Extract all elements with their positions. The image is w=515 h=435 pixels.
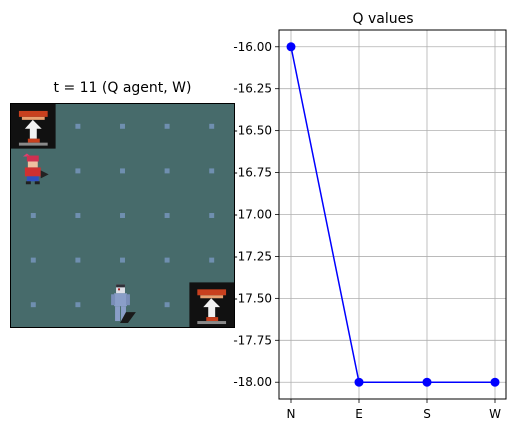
x-tick-label: W bbox=[489, 407, 501, 421]
enemy-figure-icon bbox=[111, 284, 136, 324]
floor-dot bbox=[75, 213, 81, 218]
q-value-point bbox=[286, 42, 296, 52]
q-values-line bbox=[290, 46, 495, 383]
floor-dot bbox=[75, 168, 81, 174]
y-tick-label: -16.50 bbox=[233, 124, 272, 138]
y-tick-label: -16.00 bbox=[233, 40, 272, 54]
grid-title: t = 11 (Q agent, W) bbox=[53, 80, 192, 96]
chart-title: Q values bbox=[352, 11, 413, 27]
x-tick-label: N bbox=[287, 407, 296, 421]
floor-dot bbox=[75, 302, 81, 308]
y-tick-label: -17.75 bbox=[233, 333, 272, 347]
floor-dot bbox=[30, 213, 36, 218]
trophy-stand-icon bbox=[11, 104, 56, 149]
q-value-point bbox=[490, 377, 500, 387]
floor-dot bbox=[120, 257, 125, 263]
x-tick-label: E bbox=[355, 407, 363, 421]
floor-dot bbox=[120, 213, 125, 218]
floor-dot bbox=[120, 123, 125, 129]
floor-dot bbox=[209, 257, 215, 263]
y-tick-label: -17.50 bbox=[233, 291, 272, 305]
y-tick-label: -17.00 bbox=[233, 208, 272, 222]
game-grid-canvas bbox=[11, 104, 234, 327]
chart-series bbox=[286, 42, 500, 387]
floor-dot bbox=[209, 123, 215, 129]
floor-dot bbox=[75, 257, 81, 263]
floor-dot bbox=[164, 257, 170, 263]
y-tick-label: -17.25 bbox=[233, 249, 272, 263]
q-value-point bbox=[422, 377, 432, 387]
trophy-stand-icon bbox=[189, 282, 234, 327]
floor-dot bbox=[164, 213, 170, 218]
floor-dot bbox=[30, 257, 36, 263]
game-grid bbox=[10, 103, 235, 328]
floor-dot bbox=[30, 302, 36, 308]
floor-dot bbox=[120, 168, 125, 174]
floor-dot bbox=[75, 123, 81, 129]
floor-dot bbox=[209, 168, 215, 174]
chart-ticks: -16.00 -16.25 -16.50 -16.75 -17.00 -17.25 -17.… bbox=[233, 40, 501, 421]
y-tick-label: -16.25 bbox=[233, 82, 272, 96]
x-tick-label: S bbox=[423, 407, 431, 421]
floor-dot bbox=[209, 213, 215, 218]
q-value-point bbox=[354, 377, 364, 387]
y-tick-label: -18.00 bbox=[233, 375, 272, 389]
floor-dot bbox=[164, 123, 170, 129]
floor-dot bbox=[164, 168, 170, 174]
floor-dot bbox=[164, 302, 170, 308]
y-tick-label: -16.75 bbox=[233, 166, 272, 180]
chart-gridlines bbox=[279, 30, 506, 399]
player-character-icon bbox=[22, 153, 49, 185]
